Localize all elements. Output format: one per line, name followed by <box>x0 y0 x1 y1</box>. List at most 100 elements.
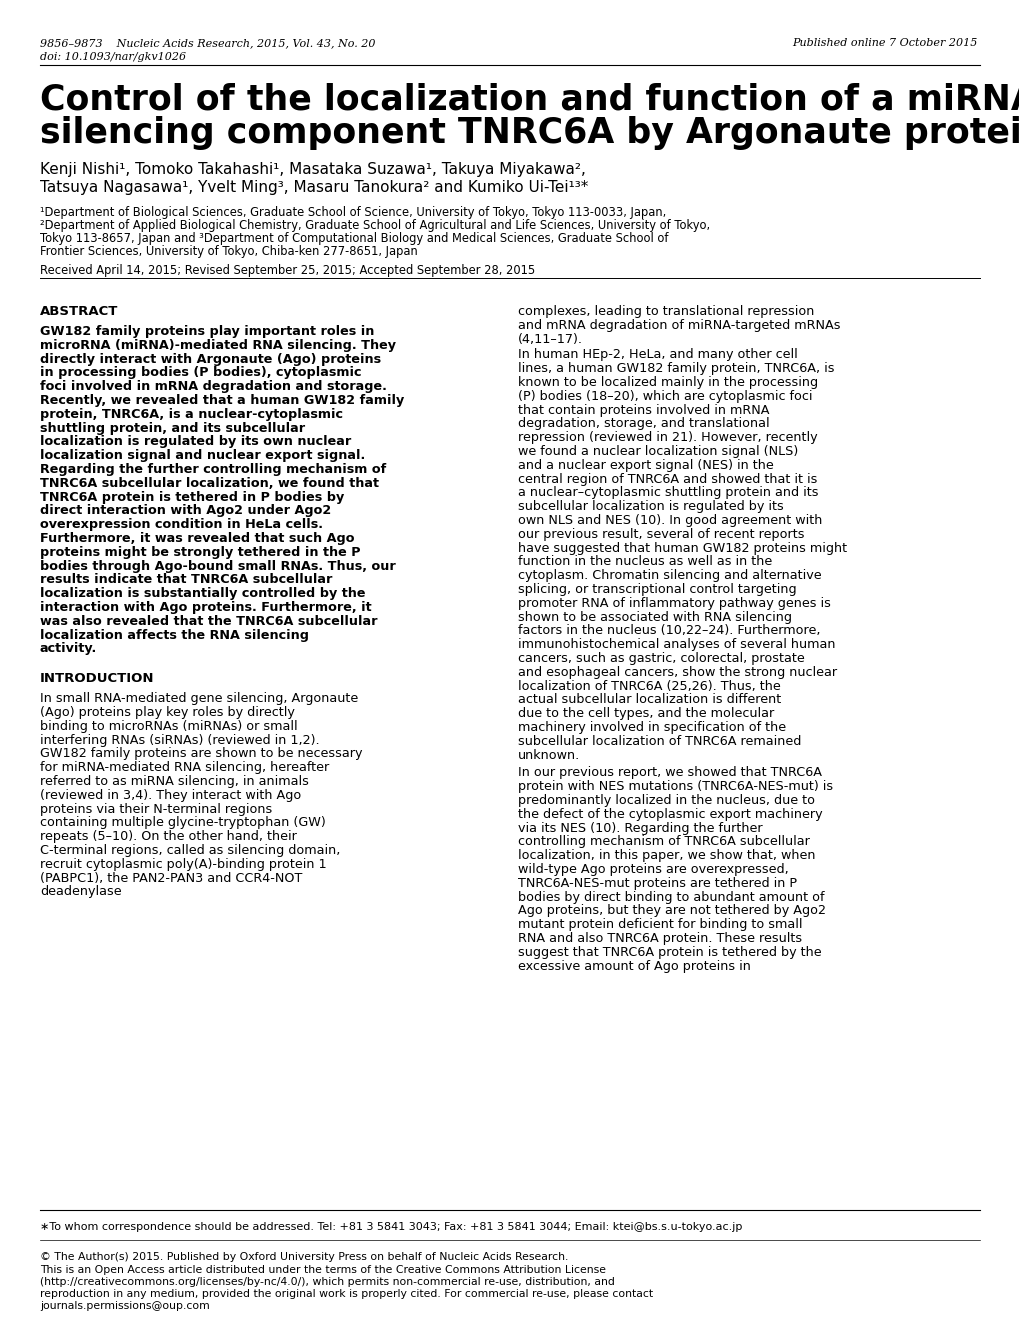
Text: controlling mechanism of TNRC6A subcellular: controlling mechanism of TNRC6A subcellu… <box>518 835 809 848</box>
Text: promoter RNA of inflammatory pathway genes is: promoter RNA of inflammatory pathway gen… <box>518 597 830 610</box>
Text: 9856–9873    Nucleic Acids Research, 2015, Vol. 43, No. 20: 9856–9873 Nucleic Acids Research, 2015, … <box>40 38 375 47</box>
Text: localization affects the RNA silencing: localization affects the RNA silencing <box>40 628 309 641</box>
Text: proteins might be strongly tethered in the P: proteins might be strongly tethered in t… <box>40 545 360 558</box>
Text: central region of TNRC6A and showed that it is: central region of TNRC6A and showed that… <box>518 473 816 486</box>
Text: localization, in this paper, we show that, when: localization, in this paper, we show tha… <box>518 849 815 863</box>
Text: Received April 14, 2015; Revised September 25, 2015; Accepted September 28, 2015: Received April 14, 2015; Revised Septemb… <box>40 263 535 277</box>
Text: interfering RNAs (siRNAs) (reviewed in 1,2).: interfering RNAs (siRNAs) (reviewed in 1… <box>40 734 319 747</box>
Text: In small RNA-mediated gene silencing, Argonaute: In small RNA-mediated gene silencing, Ar… <box>40 693 358 705</box>
Text: Tokyo 113-8657, Japan and ³Department of Computational Biology and Medical Scien: Tokyo 113-8657, Japan and ³Department of… <box>40 232 667 245</box>
Text: subcellular localization of TNRC6A remained: subcellular localization of TNRC6A remai… <box>518 735 801 748</box>
Text: we found a nuclear localization signal (NLS): we found a nuclear localization signal (… <box>518 445 798 458</box>
Text: have suggested that human GW182 proteins might: have suggested that human GW182 proteins… <box>518 541 847 554</box>
Text: the defect of the cytoplasmic export machinery: the defect of the cytoplasmic export mac… <box>518 807 821 820</box>
Text: localization is regulated by its own nuclear: localization is regulated by its own nuc… <box>40 436 351 448</box>
Text: repeats (5–10). On the other hand, their: repeats (5–10). On the other hand, their <box>40 830 297 843</box>
Text: Published online 7 October 2015: Published online 7 October 2015 <box>792 38 977 47</box>
Text: lines, a human GW182 family protein, TNRC6A, is: lines, a human GW182 family protein, TNR… <box>518 362 834 375</box>
Text: binding to microRNAs (miRNAs) or small: binding to microRNAs (miRNAs) or small <box>40 720 298 732</box>
Text: microRNA (miRNA)-mediated RNA silencing. They: microRNA (miRNA)-mediated RNA silencing.… <box>40 338 395 352</box>
Text: degradation, storage, and translational: degradation, storage, and translational <box>518 417 769 431</box>
Text: In human HEp-2, HeLa, and many other cell: In human HEp-2, HeLa, and many other cel… <box>518 349 797 361</box>
Text: doi: 10.1093/nar/gkv1026: doi: 10.1093/nar/gkv1026 <box>40 51 185 62</box>
Text: for miRNA-mediated RNA silencing, hereafter: for miRNA-mediated RNA silencing, hereaf… <box>40 761 329 774</box>
Text: (http://creativecommons.org/licenses/by-nc/4.0/), which permits non-commercial r: (http://creativecommons.org/licenses/by-… <box>40 1277 614 1287</box>
Text: In our previous report, we showed that TNRC6A: In our previous report, we showed that T… <box>518 766 821 780</box>
Text: foci involved in mRNA degradation and storage.: foci involved in mRNA degradation and st… <box>40 381 386 394</box>
Text: via its NES (10). Regarding the further: via its NES (10). Regarding the further <box>518 822 762 835</box>
Text: silencing component TNRC6A by Argonaute protein: silencing component TNRC6A by Argonaute … <box>40 116 1019 150</box>
Text: Kenji Nishi¹, Tomoko Takahashi¹, Masataka Suzawa¹, Takuya Miyakawa²,: Kenji Nishi¹, Tomoko Takahashi¹, Masatak… <box>40 162 585 176</box>
Text: shuttling protein, and its subcellular: shuttling protein, and its subcellular <box>40 421 305 435</box>
Text: and mRNA degradation of miRNA-targeted mRNAs: and mRNA degradation of miRNA-targeted m… <box>518 319 840 332</box>
Text: repression (reviewed in 21). However, recently: repression (reviewed in 21). However, re… <box>518 431 817 444</box>
Text: results indicate that TNRC6A subcellular: results indicate that TNRC6A subcellular <box>40 573 332 586</box>
Text: protein with NES mutations (TNRC6A-NES-mut) is: protein with NES mutations (TNRC6A-NES-m… <box>518 780 833 793</box>
Text: GW182 family proteins play important roles in: GW182 family proteins play important rol… <box>40 325 374 338</box>
Text: suggest that TNRC6A protein is tethered by the: suggest that TNRC6A protein is tethered … <box>518 946 821 959</box>
Text: GW182 family proteins are shown to be necessary: GW182 family proteins are shown to be ne… <box>40 748 362 760</box>
Text: interaction with Ago proteins. Furthermore, it: interaction with Ago proteins. Furthermo… <box>40 601 371 614</box>
Text: TNRC6A-NES-mut proteins are tethered in P: TNRC6A-NES-mut proteins are tethered in … <box>518 877 796 890</box>
Text: overexpression condition in HeLa cells.: overexpression condition in HeLa cells. <box>40 518 323 531</box>
Text: proteins via their N-terminal regions: proteins via their N-terminal regions <box>40 802 272 815</box>
Text: subcellular localization is regulated by its: subcellular localization is regulated by… <box>518 500 783 514</box>
Text: predominantly localized in the nucleus, due to: predominantly localized in the nucleus, … <box>518 794 814 807</box>
Text: activity.: activity. <box>40 643 97 656</box>
Text: complexes, leading to translational repression: complexes, leading to translational repr… <box>518 306 813 317</box>
Text: TNRC6A protein is tethered in P bodies by: TNRC6A protein is tethered in P bodies b… <box>40 491 344 503</box>
Text: ²Department of Applied Biological Chemistry, Graduate School of Agricultural and: ²Department of Applied Biological Chemis… <box>40 219 709 232</box>
Text: in processing bodies (P bodies), cytoplasmic: in processing bodies (P bodies), cytopla… <box>40 366 361 379</box>
Text: own NLS and NES (10). In good agreement with: own NLS and NES (10). In good agreement … <box>518 514 821 527</box>
Text: bodies through Ago-bound small RNAs. Thus, our: bodies through Ago-bound small RNAs. Thu… <box>40 560 395 573</box>
Text: recruit cytoplasmic poly(A)-binding protein 1: recruit cytoplasmic poly(A)-binding prot… <box>40 857 326 871</box>
Text: our previous result, several of recent reports: our previous result, several of recent r… <box>518 528 804 541</box>
Text: deadenylase: deadenylase <box>40 885 121 898</box>
Text: a nuclear–cytoplasmic shuttling protein and its: a nuclear–cytoplasmic shuttling protein … <box>518 486 817 499</box>
Text: due to the cell types, and the molecular: due to the cell types, and the molecular <box>518 707 773 720</box>
Text: bodies by direct binding to abundant amount of: bodies by direct binding to abundant amo… <box>518 890 823 903</box>
Text: immunohistochemical analyses of several human: immunohistochemical analyses of several … <box>518 639 835 651</box>
Text: Tatsuya Nagasawa¹, Yvelt Ming³, Masaru Tanokura² and Kumiko Ui-Tei¹³*: Tatsuya Nagasawa¹, Yvelt Ming³, Masaru T… <box>40 180 588 195</box>
Text: Regarding the further controlling mechanism of: Regarding the further controlling mechan… <box>40 464 386 475</box>
Text: (reviewed in 3,4). They interact with Ago: (reviewed in 3,4). They interact with Ag… <box>40 789 301 802</box>
Text: direct interaction with Ago2 under Ago2: direct interaction with Ago2 under Ago2 <box>40 504 331 518</box>
Text: function in the nucleus as well as in the: function in the nucleus as well as in th… <box>518 556 771 569</box>
Text: journals.permissions@oup.com: journals.permissions@oup.com <box>40 1301 210 1310</box>
Text: localization of TNRC6A (25,26). Thus, the: localization of TNRC6A (25,26). Thus, th… <box>518 680 780 693</box>
Text: and a nuclear export signal (NES) in the: and a nuclear export signal (NES) in the <box>518 458 773 471</box>
Text: ∗To whom correspondence should be addressed. Tel: +81 3 5841 3043; Fax: +81 3 58: ∗To whom correspondence should be addres… <box>40 1222 742 1231</box>
Text: factors in the nucleus (10,22–24). Furthermore,: factors in the nucleus (10,22–24). Furth… <box>518 624 819 637</box>
Text: ¹Department of Biological Sciences, Graduate School of Science, University of To: ¹Department of Biological Sciences, Grad… <box>40 205 665 219</box>
Text: cytoplasm. Chromatin silencing and alternative: cytoplasm. Chromatin silencing and alter… <box>518 569 821 582</box>
Text: excessive amount of Ago proteins in: excessive amount of Ago proteins in <box>518 960 750 972</box>
Text: mutant protein deficient for binding to small: mutant protein deficient for binding to … <box>518 918 802 931</box>
Text: that contain proteins involved in mRNA: that contain proteins involved in mRNA <box>518 403 768 416</box>
Text: protein, TNRC6A, is a nuclear-cytoplasmic: protein, TNRC6A, is a nuclear-cytoplasmi… <box>40 408 342 421</box>
Text: machinery involved in specification of the: machinery involved in specification of t… <box>518 720 786 734</box>
Text: was also revealed that the TNRC6A subcellular: was also revealed that the TNRC6A subcel… <box>40 615 377 628</box>
Text: Ago proteins, but they are not tethered by Ago2: Ago proteins, but they are not tethered … <box>518 905 825 918</box>
Text: wild-type Ago proteins are overexpressed,: wild-type Ago proteins are overexpressed… <box>518 863 788 876</box>
Text: Recently, we revealed that a human GW182 family: Recently, we revealed that a human GW182… <box>40 394 404 407</box>
Text: known to be localized mainly in the processing: known to be localized mainly in the proc… <box>518 375 817 389</box>
Text: RNA and also TNRC6A protein. These results: RNA and also TNRC6A protein. These resul… <box>518 932 801 946</box>
Text: (4,11–17).: (4,11–17). <box>518 333 583 345</box>
Text: shown to be associated with RNA silencing: shown to be associated with RNA silencin… <box>518 611 791 624</box>
Text: unknown.: unknown. <box>518 748 580 761</box>
Text: Control of the localization and function of a miRNA: Control of the localization and function… <box>40 82 1019 116</box>
Text: (PABPC1), the PAN2-PAN3 and CCR4-NOT: (PABPC1), the PAN2-PAN3 and CCR4-NOT <box>40 872 302 885</box>
Text: referred to as miRNA silencing, in animals: referred to as miRNA silencing, in anima… <box>40 774 309 788</box>
Text: and esophageal cancers, show the strong nuclear: and esophageal cancers, show the strong … <box>518 666 837 678</box>
Text: (Ago) proteins play key roles by directly: (Ago) proteins play key roles by directl… <box>40 706 294 719</box>
Text: localization is substantially controlled by the: localization is substantially controlled… <box>40 587 365 601</box>
Text: INTRODUCTION: INTRODUCTION <box>40 672 154 685</box>
Text: (P) bodies (18–20), which are cytoplasmic foci: (P) bodies (18–20), which are cytoplasmi… <box>518 390 812 403</box>
Text: containing multiple glycine-tryptophan (GW): containing multiple glycine-tryptophan (… <box>40 817 325 830</box>
Text: cancers, such as gastric, colorectal, prostate: cancers, such as gastric, colorectal, pr… <box>518 652 804 665</box>
Text: TNRC6A subcellular localization, we found that: TNRC6A subcellular localization, we foun… <box>40 477 379 490</box>
Text: Frontier Sciences, University of Tokyo, Chiba-ken 277-8651, Japan: Frontier Sciences, University of Tokyo, … <box>40 245 418 258</box>
Text: ABSTRACT: ABSTRACT <box>40 306 118 317</box>
Text: actual subcellular localization is different: actual subcellular localization is diffe… <box>518 693 781 706</box>
Text: directly interact with Argonaute (Ago) proteins: directly interact with Argonaute (Ago) p… <box>40 353 381 366</box>
